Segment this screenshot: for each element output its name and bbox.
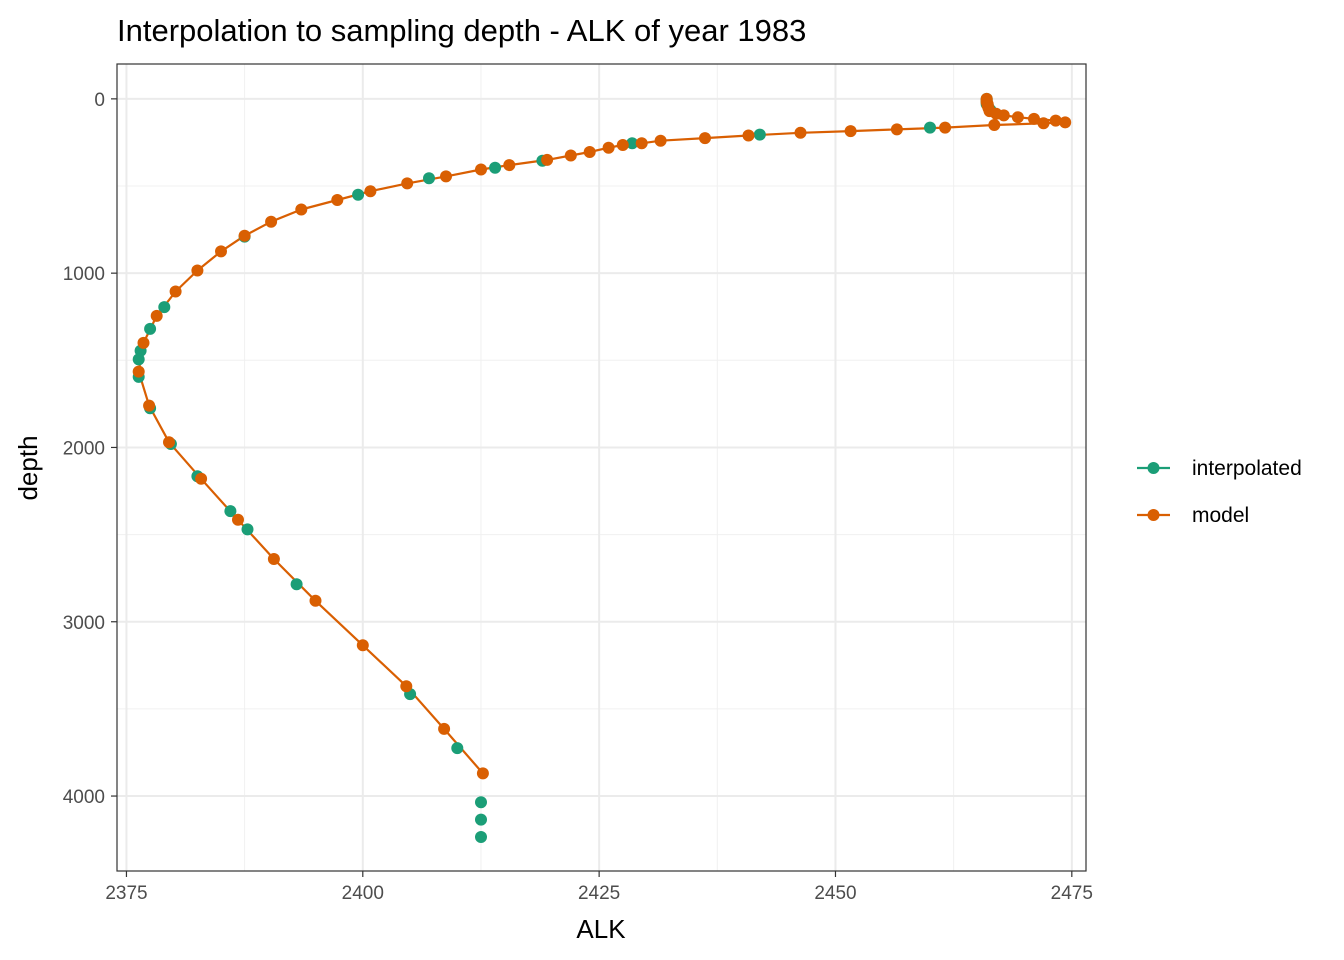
point-model bbox=[1028, 112, 1040, 125]
x-tick-label: 2400 bbox=[342, 883, 384, 904]
y-axis-ticks: 0 1000 2000 3000 4000 bbox=[63, 90, 117, 808]
point-model bbox=[997, 109, 1010, 122]
point-model bbox=[137, 336, 150, 349]
point-model bbox=[150, 309, 163, 322]
point-model bbox=[132, 365, 145, 378]
legend-label-model: model bbox=[1192, 504, 1249, 527]
point-interpolated bbox=[132, 353, 145, 366]
series-line-model bbox=[137, 98, 1067, 775]
point-model bbox=[476, 767, 489, 780]
point-model bbox=[742, 129, 755, 142]
point-interpolated bbox=[144, 322, 157, 335]
point-model bbox=[331, 194, 344, 206]
point-model bbox=[169, 285, 182, 298]
point-model bbox=[890, 123, 903, 136]
x-tick-label: 2425 bbox=[578, 883, 620, 904]
y-axis-title: depth bbox=[13, 435, 43, 500]
point-model bbox=[564, 149, 577, 162]
x-tick-label: 2475 bbox=[1051, 883, 1093, 904]
plot-panel-border bbox=[116, 63, 1087, 872]
point-interpolated bbox=[290, 578, 303, 591]
grid-major bbox=[117, 64, 1086, 871]
point-model bbox=[215, 245, 227, 258]
point-model bbox=[295, 203, 308, 216]
point-model bbox=[654, 134, 667, 147]
y-tick-label: 2000 bbox=[63, 438, 105, 459]
x-axis-title: ALK bbox=[576, 914, 626, 944]
point-model bbox=[356, 639, 369, 652]
point-model bbox=[635, 137, 648, 150]
legend-key-point bbox=[1147, 462, 1160, 474]
chart-title: Interpolation to sampling depth - ALK of… bbox=[117, 13, 806, 48]
series-lines bbox=[137, 98, 1067, 775]
point-interpolated bbox=[241, 523, 254, 536]
point-model bbox=[238, 229, 251, 242]
point-interpolated bbox=[475, 813, 487, 826]
y-tick-label: 4000 bbox=[63, 787, 105, 808]
legend-item-model: model bbox=[1137, 504, 1249, 527]
point-model bbox=[438, 722, 451, 735]
point-model bbox=[401, 177, 414, 190]
point-model bbox=[1011, 111, 1024, 124]
point-interpolated bbox=[475, 831, 487, 843]
point-model bbox=[265, 215, 278, 228]
point-interpolated bbox=[352, 188, 365, 201]
point-model bbox=[616, 139, 629, 151]
point-interpolated bbox=[489, 161, 502, 174]
y-tick-label: 0 bbox=[94, 90, 105, 111]
point-model bbox=[1037, 117, 1050, 130]
point-interpolated bbox=[924, 121, 936, 134]
x-tick-label: 2450 bbox=[814, 883, 856, 904]
point-model bbox=[503, 159, 516, 172]
x-tick-label: 2375 bbox=[105, 883, 147, 904]
point-interpolated bbox=[423, 172, 435, 185]
point-model bbox=[267, 553, 280, 565]
grid-minor bbox=[117, 64, 1086, 871]
legend: interpolated model bbox=[1137, 457, 1302, 527]
point-model bbox=[1049, 114, 1062, 127]
point-model bbox=[844, 125, 857, 138]
point-interpolated bbox=[158, 301, 171, 314]
point-model bbox=[583, 146, 596, 158]
point-model bbox=[232, 513, 244, 526]
x-axis-ticks: 2375 2400 2425 2450 2475 bbox=[105, 871, 1093, 904]
point-model bbox=[939, 121, 952, 134]
y-tick-label: 3000 bbox=[63, 613, 105, 634]
point-model bbox=[364, 185, 377, 198]
point-model bbox=[400, 680, 413, 693]
point-model bbox=[1059, 116, 1072, 129]
point-model bbox=[541, 153, 554, 166]
point-model bbox=[309, 594, 322, 607]
point-interpolated bbox=[626, 137, 639, 150]
point-model bbox=[195, 472, 208, 485]
legend-key-point bbox=[1147, 509, 1160, 521]
point-model bbox=[475, 163, 487, 176]
point-model bbox=[794, 126, 807, 139]
point-interpolated bbox=[224, 505, 237, 518]
point-model bbox=[163, 436, 175, 449]
point-interpolated bbox=[475, 796, 487, 809]
point-model bbox=[191, 264, 204, 277]
point-interpolated bbox=[753, 128, 766, 141]
legend-item-interpolated: interpolated bbox=[1137, 457, 1302, 480]
point-model bbox=[143, 399, 156, 412]
point-model bbox=[602, 141, 615, 154]
legend-label-interpolated: interpolated bbox=[1192, 457, 1302, 480]
series-points bbox=[132, 92, 1072, 843]
point-model bbox=[988, 119, 1001, 131]
point-model bbox=[440, 170, 452, 183]
point-interpolated bbox=[451, 742, 464, 755]
point-model bbox=[699, 132, 711, 145]
y-tick-label: 1000 bbox=[63, 264, 105, 285]
